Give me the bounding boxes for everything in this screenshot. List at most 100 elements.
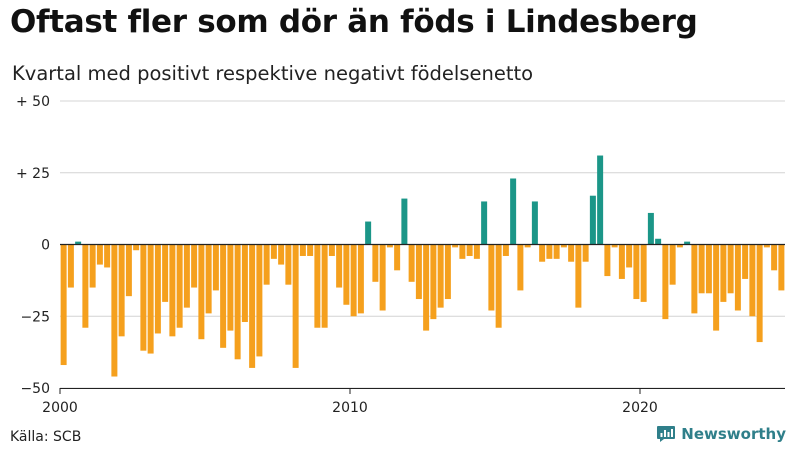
bar <box>423 244 430 331</box>
chart-subtitle: Kvartal med positivt respektive negativt… <box>12 62 534 85</box>
bar <box>640 244 647 302</box>
bars <box>60 155 785 377</box>
bar <box>350 244 357 317</box>
bar <box>227 244 234 331</box>
bar <box>241 244 248 322</box>
bar <box>270 244 277 259</box>
bar <box>343 244 350 305</box>
bar <box>336 244 343 288</box>
bar <box>720 244 727 302</box>
bar <box>430 244 437 320</box>
y-tick-label: + 50 <box>16 94 50 110</box>
bar <box>198 244 205 340</box>
bar <box>510 178 517 245</box>
bar <box>212 244 219 291</box>
bar <box>118 244 125 337</box>
bar <box>734 244 741 311</box>
bar <box>771 244 778 271</box>
x-tick-label: 2020 <box>622 400 658 416</box>
bar <box>495 244 502 328</box>
bar <box>249 244 256 368</box>
bar <box>307 244 314 256</box>
bar <box>278 244 285 265</box>
bar <box>140 244 147 351</box>
bar <box>379 244 386 311</box>
bar <box>655 238 662 245</box>
newsworthy-logo-icon <box>657 426 676 442</box>
bar <box>517 244 524 291</box>
bar <box>394 244 401 271</box>
bar <box>125 244 132 297</box>
bar <box>568 244 575 262</box>
bar <box>386 244 393 248</box>
bar <box>372 244 379 282</box>
bar <box>604 244 611 277</box>
bar <box>459 244 466 259</box>
bar <box>154 244 161 334</box>
bar <box>662 244 669 320</box>
bar <box>531 201 538 245</box>
bar <box>691 244 698 314</box>
bar <box>546 244 553 259</box>
bar <box>437 244 444 308</box>
brand-logo: Newsworthy <box>656 425 786 443</box>
bar <box>582 244 589 262</box>
bar <box>220 244 227 348</box>
bar <box>618 244 625 279</box>
bar <box>234 244 241 360</box>
bar <box>89 244 96 288</box>
bar <box>205 244 212 314</box>
bar <box>357 244 364 314</box>
bar <box>452 244 459 248</box>
y-tick-label: −25 <box>20 309 50 325</box>
bar <box>292 244 299 368</box>
bar <box>684 241 691 245</box>
brand-name: Newsworthy <box>681 425 786 443</box>
bar <box>67 244 74 288</box>
bar <box>408 244 415 282</box>
bar <box>763 244 770 248</box>
bar <box>401 198 408 245</box>
bar <box>82 244 89 328</box>
bar <box>749 244 756 317</box>
y-tick-label: −50 <box>20 381 50 397</box>
bar <box>698 244 705 294</box>
bar <box>669 244 676 285</box>
bar <box>328 244 335 256</box>
bar <box>611 244 618 248</box>
bar <box>133 244 140 251</box>
bar <box>742 244 749 279</box>
source-note: Källa: SCB <box>10 429 82 445</box>
chart: + 50 + 25 0 −25 −50 2000 2010 2020 <box>16 94 785 416</box>
bar <box>597 155 604 245</box>
bar <box>191 244 198 288</box>
bar <box>524 244 531 248</box>
axes: + 50 + 25 0 −25 −50 2000 2010 2020 <box>16 94 785 416</box>
bar <box>473 244 480 259</box>
bar <box>256 244 263 357</box>
bar <box>575 244 582 308</box>
bar <box>75 241 82 245</box>
bar <box>415 244 422 300</box>
y-tick-label: 0 <box>41 238 50 254</box>
bar <box>727 244 734 294</box>
bar <box>589 195 596 245</box>
bar <box>176 244 183 328</box>
bar <box>466 244 473 256</box>
bar <box>553 244 560 259</box>
x-tick-label: 2010 <box>332 400 368 416</box>
chart-title: Oftast fler som dör än föds i Lindesberg <box>10 4 698 40</box>
bar <box>285 244 292 285</box>
bar <box>539 244 546 262</box>
bar <box>633 244 640 300</box>
bar <box>626 244 633 268</box>
bar <box>104 244 111 268</box>
bar <box>60 244 67 366</box>
bar <box>111 244 118 377</box>
bar <box>147 244 154 354</box>
bar <box>705 244 712 294</box>
bar <box>263 244 270 285</box>
bar <box>321 244 328 328</box>
bar <box>647 212 654 245</box>
bar <box>676 244 683 248</box>
